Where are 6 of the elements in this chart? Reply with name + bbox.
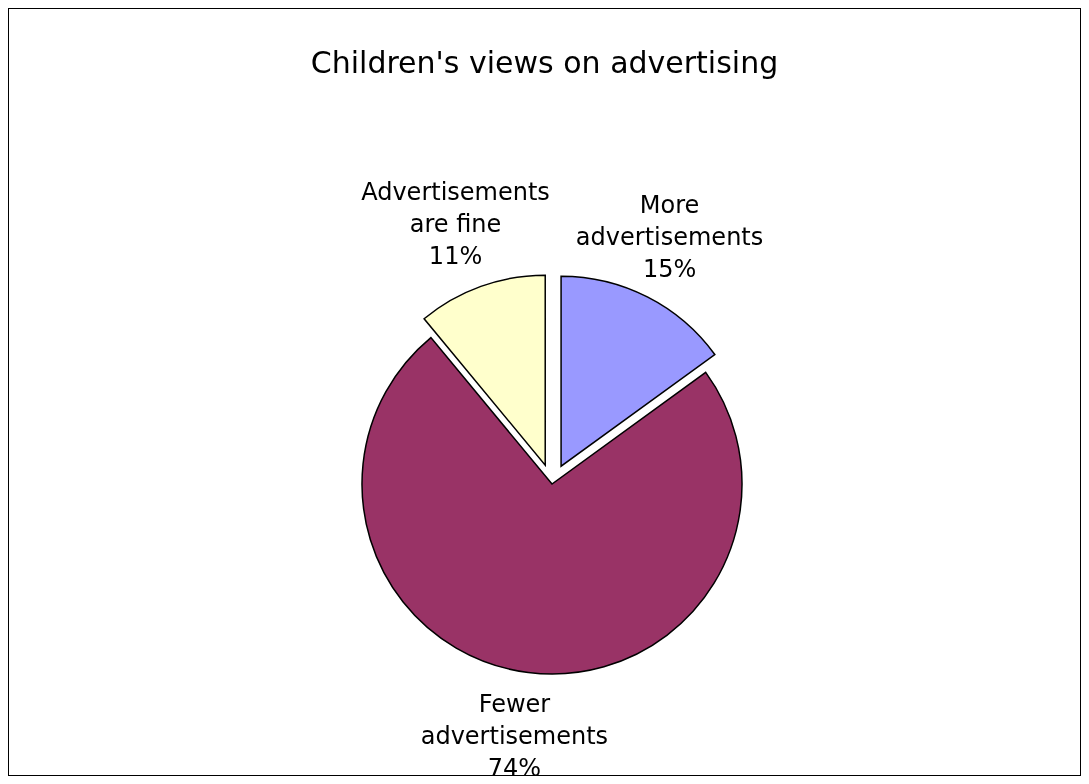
data-label: 15% (642, 255, 697, 284)
slice-label: Advertisements are fine (361, 177, 550, 238)
data-label: 11% (428, 241, 483, 270)
slice-label: Fewer advertisements (420, 689, 609, 750)
chart-title: Children's views on advertising (310, 44, 779, 80)
slice-label: More advertisements (575, 191, 764, 252)
